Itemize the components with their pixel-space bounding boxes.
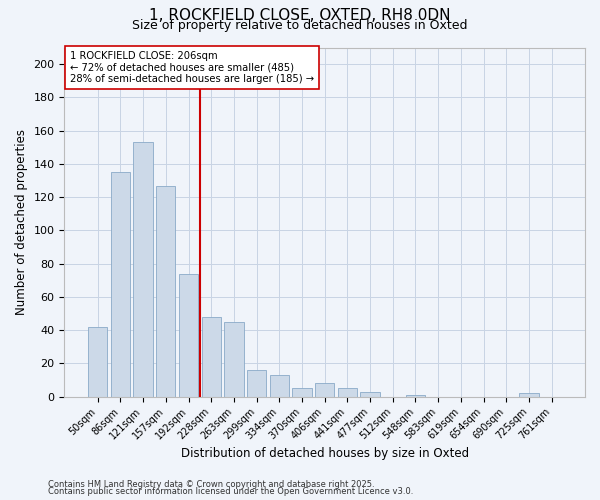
Text: 1 ROCKFIELD CLOSE: 206sqm
← 72% of detached houses are smaller (485)
28% of semi: 1 ROCKFIELD CLOSE: 206sqm ← 72% of detac… — [70, 51, 314, 84]
Bar — [269, 375, 289, 396]
Bar — [315, 384, 334, 396]
Bar — [156, 186, 175, 396]
X-axis label: Distribution of detached houses by size in Oxted: Distribution of detached houses by size … — [181, 447, 469, 460]
Bar — [247, 370, 266, 396]
Bar — [224, 322, 244, 396]
Text: 1, ROCKFIELD CLOSE, OXTED, RH8 0DN: 1, ROCKFIELD CLOSE, OXTED, RH8 0DN — [149, 8, 451, 22]
Y-axis label: Number of detached properties: Number of detached properties — [15, 129, 28, 315]
Bar — [292, 388, 311, 396]
Bar — [133, 142, 153, 396]
Text: Contains HM Land Registry data © Crown copyright and database right 2025.: Contains HM Land Registry data © Crown c… — [48, 480, 374, 489]
Bar — [111, 172, 130, 396]
Bar — [361, 392, 380, 396]
Bar — [406, 395, 425, 396]
Bar — [179, 274, 198, 396]
Text: Size of property relative to detached houses in Oxted: Size of property relative to detached ho… — [132, 18, 468, 32]
Bar — [338, 388, 357, 396]
Bar — [520, 394, 539, 396]
Bar — [202, 317, 221, 396]
Text: Contains public sector information licensed under the Open Government Licence v3: Contains public sector information licen… — [48, 487, 413, 496]
Bar — [88, 327, 107, 396]
